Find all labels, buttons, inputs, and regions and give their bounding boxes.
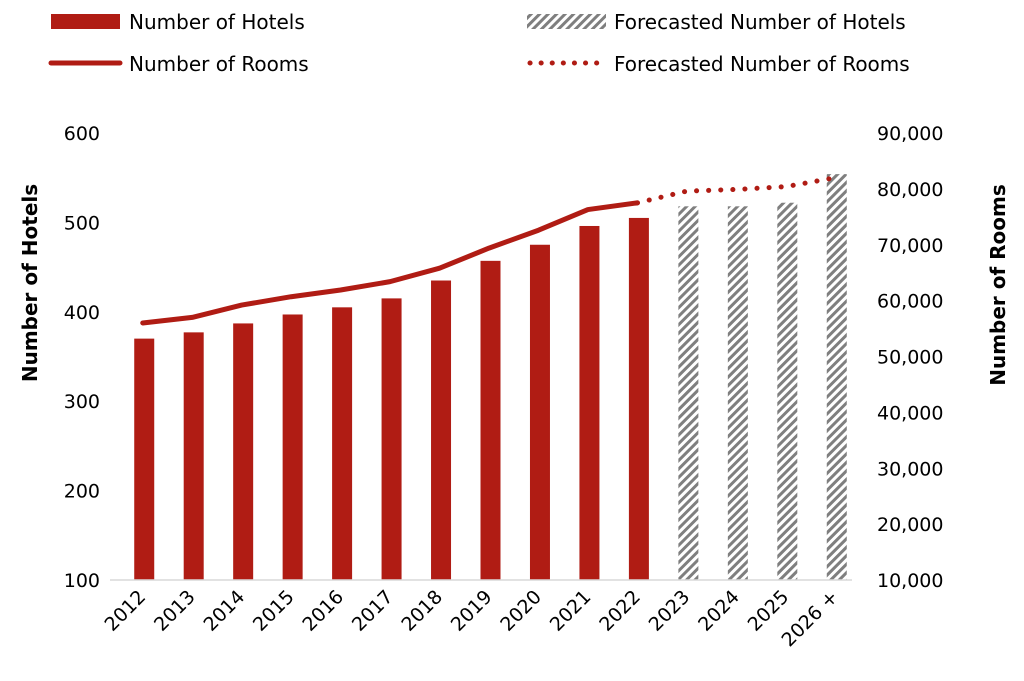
x-tick-label: 2016: [298, 586, 348, 636]
x-tick-label: 2012: [101, 586, 151, 636]
y-tick-label-left: 200: [64, 481, 100, 503]
y-tick-label-right: 90,000: [877, 123, 943, 145]
bar-forecast-hotels-2024: [728, 206, 748, 580]
bar-forecast-hotels-2023: [678, 206, 698, 580]
x-tick-label: 2023: [645, 586, 695, 636]
bar-forecast-hotels-2025: [777, 203, 797, 580]
bar-hotels-2016: [332, 307, 352, 580]
x-tick-label: 2015: [249, 586, 299, 636]
legend-swatch-hotels: [51, 14, 120, 29]
y-tick-label-right: 20,000: [877, 514, 943, 536]
bar-hotels-2018: [431, 281, 451, 580]
bar-hotels-2015: [283, 314, 303, 580]
x-tick-label: 2017: [348, 586, 398, 636]
y-tick-label-right: 70,000: [877, 235, 943, 257]
legend-item-rooms: Number of Rooms: [51, 52, 309, 76]
y-tick-label-left: 600: [64, 123, 100, 145]
x-tick-label: 2013: [150, 586, 200, 636]
legend-item-forecast-rooms: Forecasted Number of Rooms: [530, 52, 910, 76]
bar-hotels-2013: [184, 332, 204, 580]
legend-label-hotels: Number of Hotels: [129, 10, 305, 34]
y-tick-label-left: 100: [64, 570, 100, 592]
bar-hotels-2021: [579, 226, 599, 580]
y-tick-label-right: 60,000: [877, 291, 943, 313]
legend: Number of Hotels Number of Rooms Forecas…: [51, 10, 910, 76]
bar-hotels-2012: [134, 339, 154, 580]
x-tick-label: 2022: [595, 586, 645, 636]
bar-hotels-2020: [530, 245, 550, 580]
y-tick-label-right: 30,000: [877, 458, 943, 480]
legend-label-rooms: Number of Rooms: [129, 52, 309, 76]
y-tick-label-right: 50,000: [877, 347, 943, 369]
legend-item-forecast-hotels: Forecasted Number of Hotels: [527, 10, 906, 34]
legend-label-forecast-rooms: Forecasted Number of Rooms: [614, 52, 910, 76]
bar-forecast-hotels-2026: [827, 174, 847, 580]
y-tick-label-right: 40,000: [877, 402, 943, 424]
legend-swatch-forecast-hotels: [527, 14, 606, 29]
y-axis-title-left: Number of Hotels: [18, 184, 42, 382]
y-tick-label-left: 500: [64, 212, 100, 234]
x-tick-label: 2020: [496, 586, 546, 636]
x-tick-label: 2024: [694, 586, 744, 636]
bar-hotels-2019: [481, 261, 501, 580]
legend-item-hotels: Number of Hotels: [51, 10, 305, 34]
x-tick-label: 2018: [397, 586, 447, 636]
legend-label-forecast-hotels: Forecasted Number of Hotels: [614, 10, 906, 34]
bar-hotels-2017: [382, 298, 402, 580]
y-tick-label-right: 10,000: [877, 570, 943, 592]
x-tick-label: 2021: [546, 586, 596, 636]
x-tick-label: 2019: [447, 586, 497, 636]
y-axis-title-right: Number of Rooms: [986, 184, 1010, 386]
y-tick-label-left: 300: [64, 391, 100, 413]
y-tick-label-right: 80,000: [877, 179, 943, 201]
line-forecast-rooms: [637, 178, 835, 203]
y-tick-label-left: 400: [64, 302, 100, 324]
x-tick-label: 2014: [199, 586, 249, 636]
bar-hotels-2014: [233, 323, 253, 580]
bar-hotels-2022: [629, 218, 649, 580]
